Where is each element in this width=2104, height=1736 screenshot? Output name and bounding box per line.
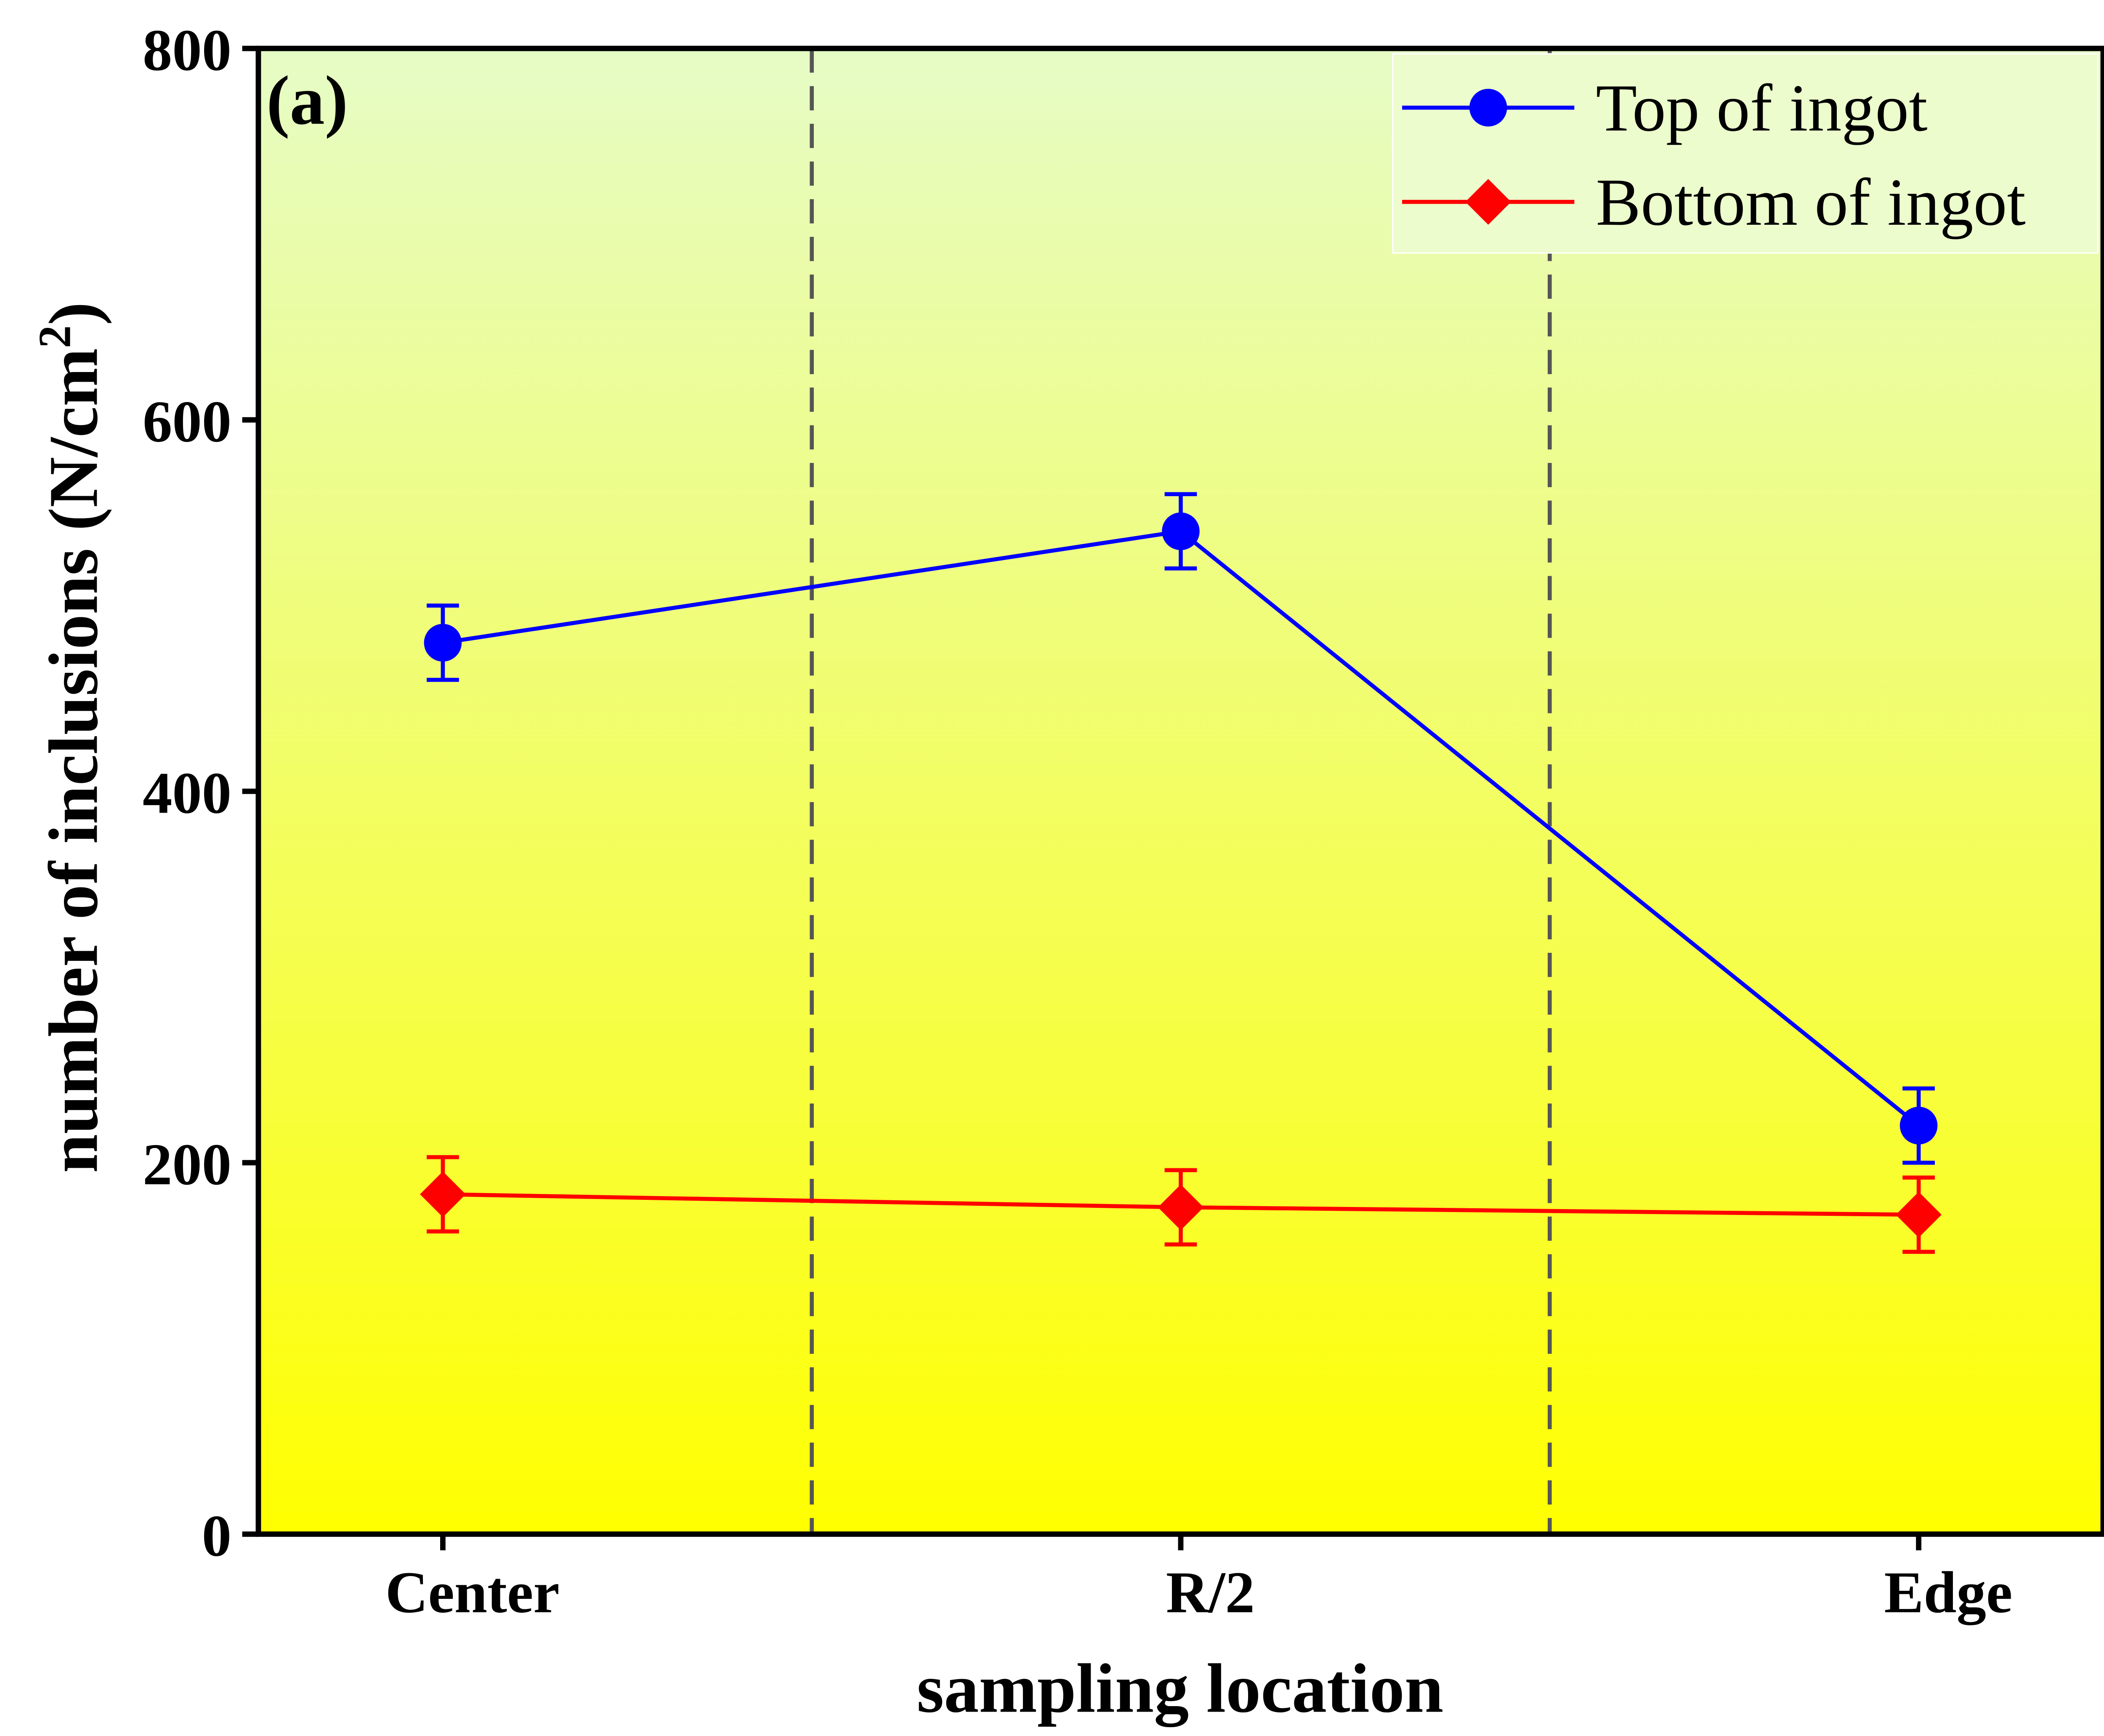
y-tick-label: 600	[143, 389, 231, 455]
legend-marker	[1469, 89, 1507, 127]
legend-label: Bottom of ingot	[1596, 165, 2025, 239]
plot-background	[258, 48, 2103, 1534]
y-tick-label: 200	[143, 1132, 231, 1197]
y-axis-label: number of inclusions (N/cm2)	[29, 302, 112, 1173]
data-point	[424, 624, 462, 662]
x-tick-label: Edge	[1884, 1560, 2012, 1625]
legend-box	[1392, 53, 2099, 254]
legend: Top of ingot Bottom of ingot	[1392, 53, 2099, 254]
data-point	[1162, 512, 1200, 550]
x-axis-label: sampling location	[917, 1649, 1443, 1727]
plot-frame	[255, 45, 2104, 1537]
data-point	[1896, 1191, 1942, 1238]
legend-marker	[1465, 179, 1512, 225]
panel-label: (a)	[266, 61, 348, 139]
x-tick-label: R/2	[1166, 1560, 1255, 1625]
legend-label: Top of ingot	[1596, 71, 1927, 145]
y-tick-label: 0	[202, 1504, 231, 1569]
data-point	[1158, 1184, 1204, 1231]
y-tick-label: 400	[143, 760, 231, 826]
data-point	[420, 1171, 466, 1218]
x-tick-label: Center	[385, 1560, 560, 1625]
data-point	[1899, 1106, 1938, 1145]
y-tick-label: 800	[143, 18, 231, 83]
